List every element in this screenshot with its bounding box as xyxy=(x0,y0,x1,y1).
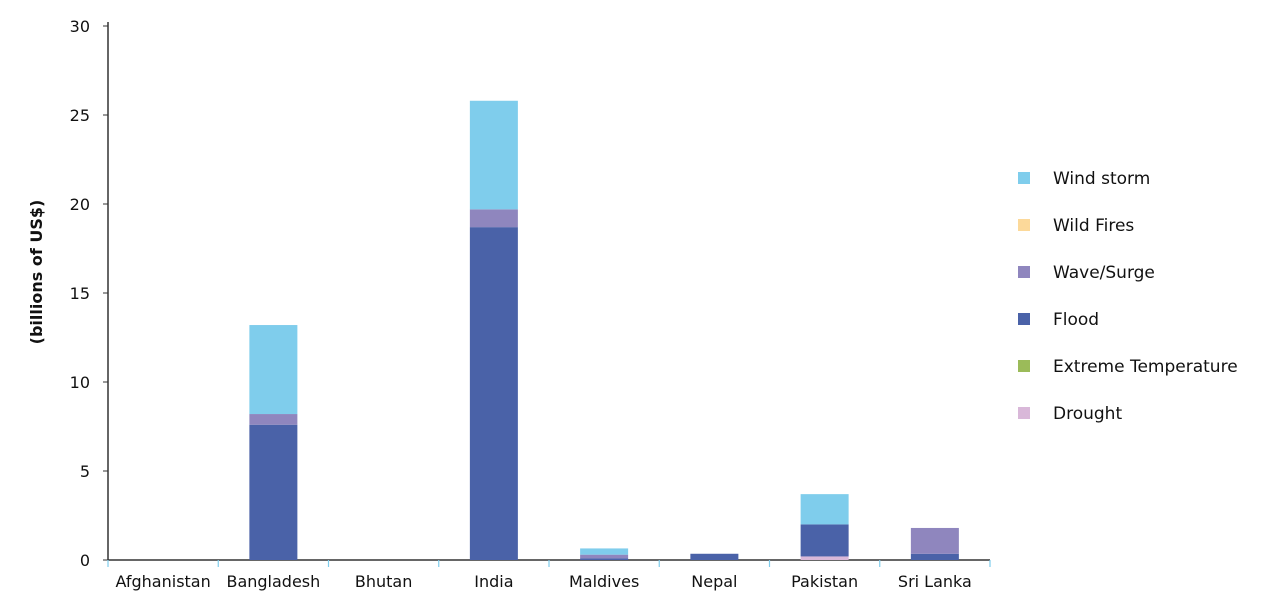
y-tick-label: 25 xyxy=(70,106,90,125)
bar-segment xyxy=(910,553,959,560)
x-tick-label: Bangladesh xyxy=(226,572,320,591)
bar-segment xyxy=(580,558,629,560)
x-tick-label: Sri Lanka xyxy=(898,572,972,591)
bar-segment xyxy=(469,100,518,210)
legend-swatch xyxy=(1018,360,1030,372)
bar-segment xyxy=(800,556,849,560)
x-tick-label: Pakistan xyxy=(791,572,858,591)
y-tick-label: 5 xyxy=(80,462,90,481)
bar-segment xyxy=(249,424,298,560)
bar-segment xyxy=(580,554,629,559)
y-tick-label: 20 xyxy=(70,195,90,214)
y-axis-title: (billions of US$) xyxy=(27,200,46,345)
x-tick-label: Afghanistan xyxy=(116,572,211,591)
legend-label: Wind storm xyxy=(1053,169,1150,189)
x-tick-label: Maldives xyxy=(569,572,639,591)
y-tick-label: 30 xyxy=(70,17,90,36)
x-tick-label: Bhutan xyxy=(355,572,412,591)
legend-label: Flood xyxy=(1053,310,1099,330)
legend-swatch xyxy=(1018,219,1030,231)
bar-segment xyxy=(249,325,298,415)
legend-label: Drought xyxy=(1053,404,1122,424)
legend-swatch xyxy=(1018,172,1030,184)
legend-swatch xyxy=(1018,266,1030,278)
x-tick-label: Nepal xyxy=(691,572,737,591)
y-tick-label: 0 xyxy=(80,551,90,570)
bars xyxy=(249,100,959,560)
bar-segment xyxy=(690,553,739,560)
y-tick-label: 10 xyxy=(70,373,90,392)
bar-segment xyxy=(249,414,298,425)
legend-label: Wild Fires xyxy=(1053,216,1134,236)
bar-segment xyxy=(800,524,849,557)
y-tick-label: 15 xyxy=(70,284,90,303)
legend-swatch xyxy=(1018,407,1030,419)
bar-segment xyxy=(580,548,629,555)
legend-label: Wave/Surge xyxy=(1053,263,1155,283)
legend-label: Extreme Temperature xyxy=(1053,357,1238,377)
legend-swatch xyxy=(1018,313,1030,325)
x-tick-label: India xyxy=(474,572,513,591)
bar-segment xyxy=(910,527,959,554)
legend: Wind storm Wild Fires Wave/Surge Flood Extre… xyxy=(1018,169,1238,424)
bar-segment xyxy=(800,494,849,525)
axes: 0 5 10 15 20 25 30 Afghanistan Bangladesh Bhutan I… xyxy=(70,17,991,591)
bar-segment xyxy=(469,209,518,228)
bar-segment xyxy=(469,227,518,560)
